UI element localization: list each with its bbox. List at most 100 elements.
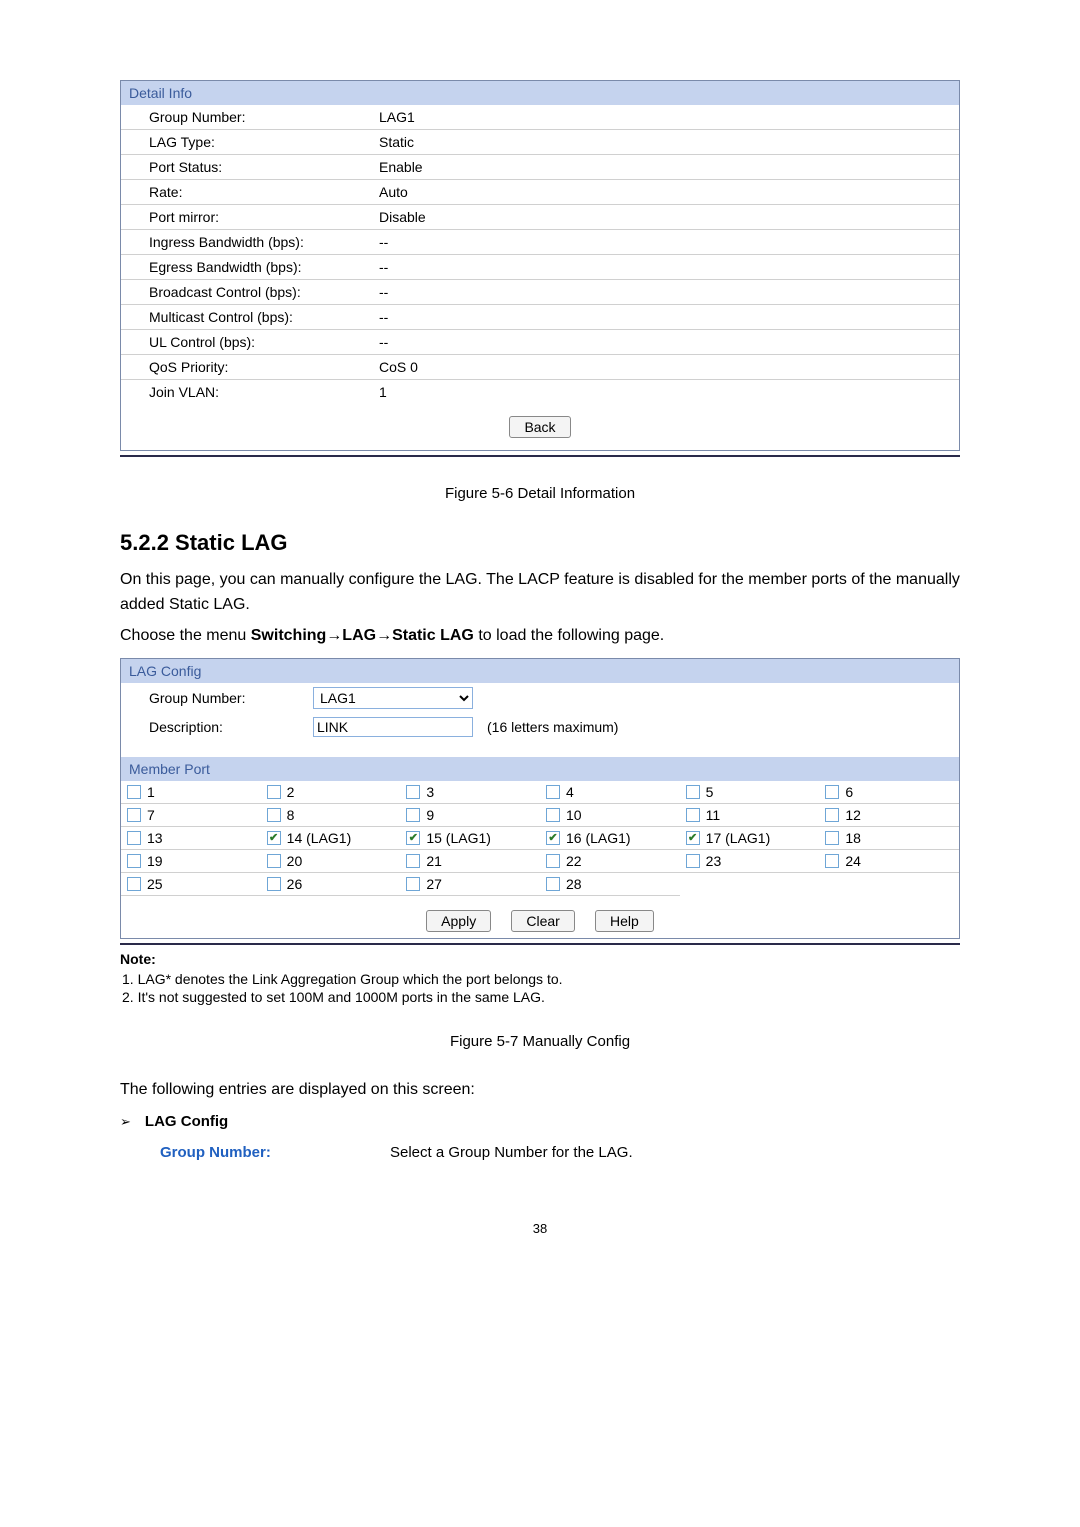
port-checkbox[interactable]: ✔ xyxy=(267,831,281,845)
figure-caption-2: Figure 5-7 Manually Config xyxy=(120,1033,960,1050)
detail-info-row: Join VLAN:1 xyxy=(121,380,959,404)
port-cell[interactable]: ✔ 16 (LAG1) xyxy=(540,827,680,850)
port-checkbox[interactable]: ✔ xyxy=(406,831,420,845)
description-input[interactable] xyxy=(313,717,473,737)
port-cell[interactable]: 9 xyxy=(400,804,540,827)
port-cell[interactable]: 28 xyxy=(540,873,680,896)
detail-info-row: Port Status:Enable xyxy=(121,155,959,180)
port-checkbox[interactable] xyxy=(825,785,839,799)
detail-value: Auto xyxy=(379,184,959,200)
entries-line: The following entries are displayed on t… xyxy=(120,1078,960,1103)
port-checkbox[interactable] xyxy=(406,785,420,799)
bullet-icon: ➢ xyxy=(120,1114,131,1130)
port-checkbox[interactable] xyxy=(267,877,281,891)
port-checkbox[interactable] xyxy=(406,877,420,891)
port-cell[interactable]: 21 xyxy=(400,850,540,873)
group-number-select[interactable]: LAG1 xyxy=(313,687,473,709)
detail-label: Broadcast Control (bps): xyxy=(149,284,379,300)
port-cell[interactable]: 25 xyxy=(121,873,261,896)
port-checkbox[interactable] xyxy=(546,854,560,868)
port-label: 9 xyxy=(426,807,434,823)
detail-value: -- xyxy=(379,234,959,250)
port-checkbox[interactable] xyxy=(686,854,700,868)
detail-label: Port Status: xyxy=(149,159,379,175)
port-cell[interactable]: 12 xyxy=(819,804,959,827)
port-cell[interactable]: 22 xyxy=(540,850,680,873)
port-cell[interactable]: 4 xyxy=(540,781,680,804)
port-checkbox[interactable] xyxy=(127,877,141,891)
clear-button[interactable]: Clear xyxy=(511,910,574,932)
port-cell[interactable]: 5 xyxy=(680,781,820,804)
detail-label: Port mirror: xyxy=(149,209,379,225)
detail-info-row: Port mirror:Disable xyxy=(121,205,959,230)
port-checkbox[interactable] xyxy=(546,785,560,799)
port-checkbox[interactable] xyxy=(267,785,281,799)
port-label: 16 (LAG1) xyxy=(566,830,631,846)
port-checkbox[interactable] xyxy=(406,808,420,822)
port-cell[interactable]: 7 xyxy=(121,804,261,827)
detail-info-row: Multicast Control (bps):-- xyxy=(121,305,959,330)
port-checkbox[interactable] xyxy=(546,877,560,891)
port-label: 11 xyxy=(706,807,721,823)
lag-config-header: LAG Config xyxy=(121,659,959,683)
port-checkbox[interactable] xyxy=(686,808,700,822)
port-cell[interactable]: 19 xyxy=(121,850,261,873)
port-checkbox[interactable] xyxy=(267,854,281,868)
note-line-2: 2. It's not suggested to set 100M and 10… xyxy=(122,989,960,1005)
port-cell[interactable]: 26 xyxy=(261,873,401,896)
port-checkbox[interactable] xyxy=(686,785,700,799)
apply-button[interactable]: Apply xyxy=(426,910,491,932)
port-cell[interactable]: ✔14 (LAG1) xyxy=(261,827,401,850)
port-checkbox[interactable] xyxy=(267,808,281,822)
port-cell[interactable]: 11 xyxy=(680,804,820,827)
port-cell[interactable]: 6 xyxy=(819,781,959,804)
port-cell[interactable]: ✔ 15 (LAG1) xyxy=(400,827,540,850)
port-cell[interactable]: ✔ 17 (LAG1) xyxy=(680,827,820,850)
port-checkbox[interactable] xyxy=(406,854,420,868)
detail-label: Group Number: xyxy=(149,109,379,125)
port-checkbox[interactable] xyxy=(825,831,839,845)
port-checkbox[interactable]: ✔ xyxy=(546,831,560,845)
port-label: 3 xyxy=(426,784,434,800)
port-checkbox[interactable] xyxy=(127,785,141,799)
port-label: 15 (LAG1) xyxy=(426,830,491,846)
port-label: 8 xyxy=(287,807,295,823)
port-label: 18 xyxy=(845,830,861,846)
port-checkbox[interactable]: ✔ xyxy=(686,831,700,845)
port-cell[interactable]: 3 xyxy=(400,781,540,804)
divider xyxy=(120,455,960,457)
description-hint: (16 letters maximum) xyxy=(487,719,618,735)
port-label: 28 xyxy=(566,876,582,892)
page-number: 38 xyxy=(120,1221,960,1236)
port-cell[interactable]: 20 xyxy=(261,850,401,873)
port-label: 21 xyxy=(426,853,442,869)
detail-info-row: Group Number:LAG1 xyxy=(121,105,959,130)
port-cell[interactable]: 1 xyxy=(121,781,261,804)
port-label: 7 xyxy=(147,807,155,823)
port-checkbox[interactable] xyxy=(127,831,141,845)
paragraph-2: Choose the menu Switching→LAG→Static LAG… xyxy=(120,624,960,649)
port-label: 17 (LAG1) xyxy=(706,830,771,846)
port-cell[interactable]: 8 xyxy=(261,804,401,827)
port-cell[interactable]: 23 xyxy=(680,850,820,873)
port-cell[interactable]: 24 xyxy=(819,850,959,873)
port-checkbox[interactable] xyxy=(825,808,839,822)
port-checkbox[interactable] xyxy=(825,854,839,868)
port-label: 26 xyxy=(287,876,303,892)
port-checkbox[interactable] xyxy=(546,808,560,822)
port-checkbox[interactable] xyxy=(127,808,141,822)
detail-info-row: Broadcast Control (bps):-- xyxy=(121,280,959,305)
port-checkbox[interactable] xyxy=(127,854,141,868)
port-cell[interactable]: 13 xyxy=(121,827,261,850)
port-cell[interactable]: 2 xyxy=(261,781,401,804)
port-label: 2 xyxy=(287,784,295,800)
back-button[interactable]: Back xyxy=(509,416,570,438)
port-cell[interactable]: 27 xyxy=(400,873,540,896)
port-label: 22 xyxy=(566,853,582,869)
divider xyxy=(120,943,960,945)
port-cell[interactable]: 10 xyxy=(540,804,680,827)
port-label: 1 xyxy=(147,784,155,800)
help-button[interactable]: Help xyxy=(595,910,654,932)
lag-config-panel: LAG Config Group Number: LAG1 Descriptio… xyxy=(120,658,960,939)
port-cell[interactable]: 18 xyxy=(819,827,959,850)
